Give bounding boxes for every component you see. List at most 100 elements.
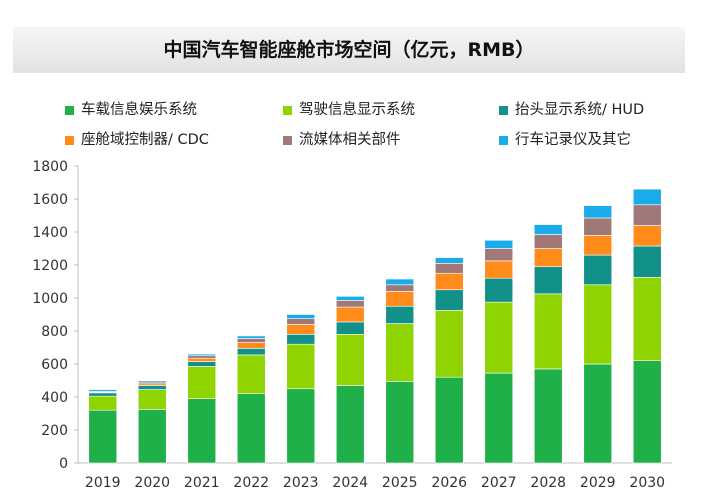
bar-segment-2030-s1: [632, 277, 662, 361]
bar-segment-2019-s5: [88, 389, 118, 392]
legend-label: 座舱域控制器/ CDC: [81, 132, 209, 148]
legend-label: 行车记录仪及其它: [515, 132, 631, 148]
bar-segment-2026-s1: [434, 310, 464, 378]
bar-segment-2025-s1: [385, 323, 415, 382]
legend-label: 抬头显示系统/ HUD: [515, 102, 645, 118]
bar-segment-2026-s5: [434, 257, 464, 264]
bar-segment-2030-s5: [632, 188, 662, 206]
bar-segment-2025-s4: [385, 284, 415, 292]
bar-segment-2029-s5: [583, 205, 613, 219]
bar-segment-2020-s1: [137, 389, 167, 410]
bar-segment-2030-s3: [632, 225, 662, 247]
legend-swatch: [65, 106, 74, 115]
bar-segment-2023-s3: [286, 324, 316, 335]
bar-segment-2029-s0: [583, 363, 613, 464]
y-tick-label: 1600: [32, 192, 68, 208]
bar-segment-2024-s4: [335, 300, 365, 308]
bar-segment-2020-s2: [137, 385, 167, 390]
legend-label: 驾驶信息显示系统: [299, 102, 415, 118]
legend-swatch: [499, 106, 508, 115]
bar-segment-2020-s0: [137, 409, 167, 464]
y-tick-label: 1200: [32, 258, 68, 274]
bar-segment-2028-s1: [533, 293, 563, 370]
x-tick-label: 2025: [382, 475, 418, 491]
bar-segment-2025-s2: [385, 305, 415, 324]
bar-segment-2023-s2: [286, 333, 316, 345]
y-tick-label: 200: [41, 423, 68, 439]
legend-swatch: [499, 136, 508, 145]
bar-segment-2025-s0: [385, 381, 415, 464]
bar-segment-2026-s2: [434, 289, 464, 311]
bar-segment-2019-s0: [88, 409, 118, 464]
x-tick-label: 2020: [134, 475, 170, 491]
bar-segment-2024-s5: [335, 296, 365, 301]
bar-segment-2027-s4: [484, 248, 514, 262]
x-tick-label: 2026: [431, 475, 467, 491]
bar-segment-2025-s5: [385, 278, 415, 286]
bar-segment-2024-s2: [335, 321, 365, 335]
bar-segment-2022-s3: [236, 342, 266, 349]
bar-segment-2021-s1: [187, 366, 217, 399]
bar-segment-2021-s2: [187, 361, 217, 367]
legend-swatch: [65, 136, 74, 145]
y-tick-label: 1400: [32, 225, 68, 241]
bar-segment-2022-s0: [236, 393, 266, 464]
bar-segment-2028-s2: [533, 266, 563, 295]
bar-segment-2029-s3: [583, 235, 613, 256]
bar-segment-2026-s3: [434, 272, 464, 291]
bar-segment-2030-s2: [632, 245, 662, 278]
x-tick-label: 2024: [332, 475, 368, 491]
x-tick-label: 2021: [184, 475, 220, 491]
y-tick-label: 800: [41, 324, 68, 340]
bar-segment-2020-s5: [137, 380, 167, 383]
bar-segment-2027-s0: [484, 372, 514, 464]
legend-label: 车载信息娱乐系统: [81, 102, 197, 118]
bar-segment-2027-s2: [484, 277, 514, 303]
legend-swatch: [283, 106, 292, 115]
bar-segment-2027-s5: [484, 239, 514, 249]
x-tick-label: 2019: [85, 475, 121, 491]
y-tick-label: 1800: [32, 159, 68, 175]
y-tick-label: 600: [41, 357, 68, 373]
bar-segment-2026-s4: [434, 263, 464, 274]
chart-title-bar: 中国汽车智能座舱市场空间（亿元，RMB）: [13, 27, 685, 73]
bar-segment-2024-s3: [335, 306, 365, 323]
bar-segment-2024-s1: [335, 333, 365, 386]
bar-segment-2028-s3: [533, 248, 563, 267]
bar-segment-2027-s1: [484, 301, 514, 374]
x-tick-label: 2023: [283, 475, 319, 491]
chart-title: 中国汽车智能座舱市场空间（亿元，RMB）: [163, 39, 535, 61]
bar-segment-2022-s2: [236, 348, 266, 356]
x-tick-label: 2028: [530, 475, 566, 491]
bar-segment-2019-s1: [88, 395, 118, 411]
bar-segment-2028-s5: [533, 224, 563, 235]
bar-segment-2025-s3: [385, 291, 415, 307]
bar-segment-2028-s4: [533, 234, 563, 249]
bar-segment-2026-s0: [434, 376, 464, 464]
bar-segment-2024-s0: [335, 385, 365, 464]
y-tick-label: 1000: [32, 291, 68, 307]
bar-segment-2023-s5: [286, 314, 316, 319]
bar-segment-2030-s0: [632, 360, 662, 464]
bar-segment-2023-s1: [286, 343, 316, 390]
bar-segment-2028-s0: [533, 368, 563, 464]
bar-segment-2022-s1: [236, 354, 266, 394]
bar-segment-2022-s5: [236, 335, 266, 339]
x-tick-label: 2022: [233, 475, 269, 491]
x-tick-label: 2029: [580, 475, 616, 491]
bar-segment-2021-s3: [187, 357, 217, 362]
bar-segment-2029-s2: [583, 254, 613, 286]
x-tick-label: 2030: [629, 475, 665, 491]
bar-segment-2029-s4: [583, 217, 613, 236]
bar-segment-2023-s4: [286, 318, 316, 325]
chart-legend: 车载信息娱乐系统 驾驶信息显示系统 抬头显示系统/ HUD 座舱域控制器/ CD…: [65, 100, 705, 160]
bar-segment-2030-s4: [632, 204, 662, 226]
bar-segment-2019-s2: [88, 392, 118, 397]
bar-segment-2021-s0: [187, 398, 217, 464]
bar-segment-2021-s4: [187, 355, 217, 359]
legend-label: 流媒体相关部件: [299, 132, 401, 148]
bar-segment-2022-s4: [236, 338, 266, 343]
y-tick-label: 0: [59, 456, 68, 472]
bar-segment-2021-s5: [187, 353, 217, 357]
